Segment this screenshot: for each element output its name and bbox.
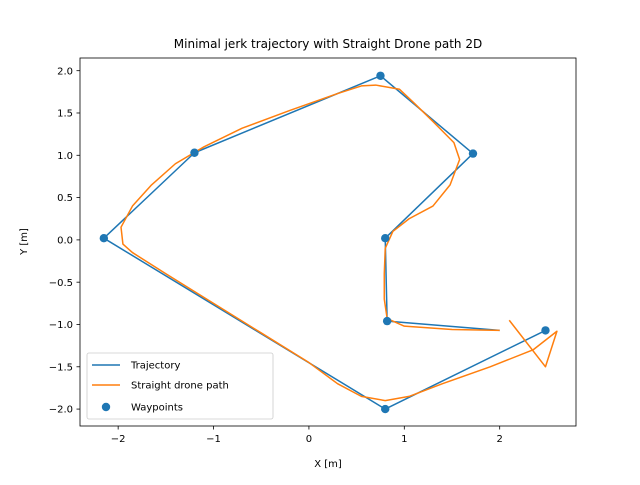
- waypoint-marker-7: [541, 326, 550, 335]
- legend-label-1: Straight drone path: [131, 381, 229, 392]
- y-tick-label-2: −1.0: [49, 320, 73, 331]
- y-tick-label-3: −0.5: [49, 278, 73, 289]
- axes-frame: [79, 57, 577, 427]
- waypoint-marker-4: [190, 148, 199, 157]
- y-tick-label-4: 0.0: [57, 235, 73, 246]
- waypoint-marker-2: [468, 149, 478, 158]
- waypoint-marker-0: [382, 316, 392, 326]
- x-tick-label-3: 1: [401, 434, 407, 445]
- plot-area: [99, 71, 558, 414]
- y-tick-label-0: −2.0: [49, 405, 73, 416]
- x-tick-label-2: 0: [306, 434, 312, 445]
- chart-title: Minimal jerk trajectory with Straight Dr…: [174, 37, 482, 51]
- series-group: [99, 71, 558, 414]
- x-tick-label-0: −2: [111, 434, 126, 445]
- y-tick-label-7: 1.5: [57, 109, 73, 120]
- x-axis-label: X [m]: [314, 459, 342, 470]
- waypoint-marker-6: [381, 404, 390, 414]
- y-tick-label-1: −1.5: [49, 362, 73, 373]
- y-tick-label-8: 2.0: [57, 66, 73, 77]
- y-axis-label: Y [m]: [19, 228, 30, 256]
- legend-label-2: Waypoints: [131, 403, 183, 414]
- series-line-1: [120, 84, 558, 402]
- legend-label-0: Trajectory: [130, 361, 180, 372]
- waypoint-marker-5: [99, 233, 109, 243]
- waypoint-marker-3: [376, 71, 385, 80]
- waypoint-marker-1: [381, 233, 390, 243]
- x-tick-label-4: 2: [497, 434, 503, 445]
- y-tick-label-5: 0.5: [57, 193, 73, 204]
- legend: Trajectory Straight drone path Waypoints: [86, 352, 274, 420]
- legend-box: [86, 352, 274, 420]
- x-tick-label-1: −1: [206, 434, 221, 445]
- legend-swatch-2: [101, 402, 111, 412]
- y-tick-label-6: 1.0: [57, 151, 73, 162]
- axes: −2 −1 0 1 2 −2.0 −1.5 −1.0 −0.5 0.0 0.5 1.0 1.5 2.0: [49, 57, 577, 445]
